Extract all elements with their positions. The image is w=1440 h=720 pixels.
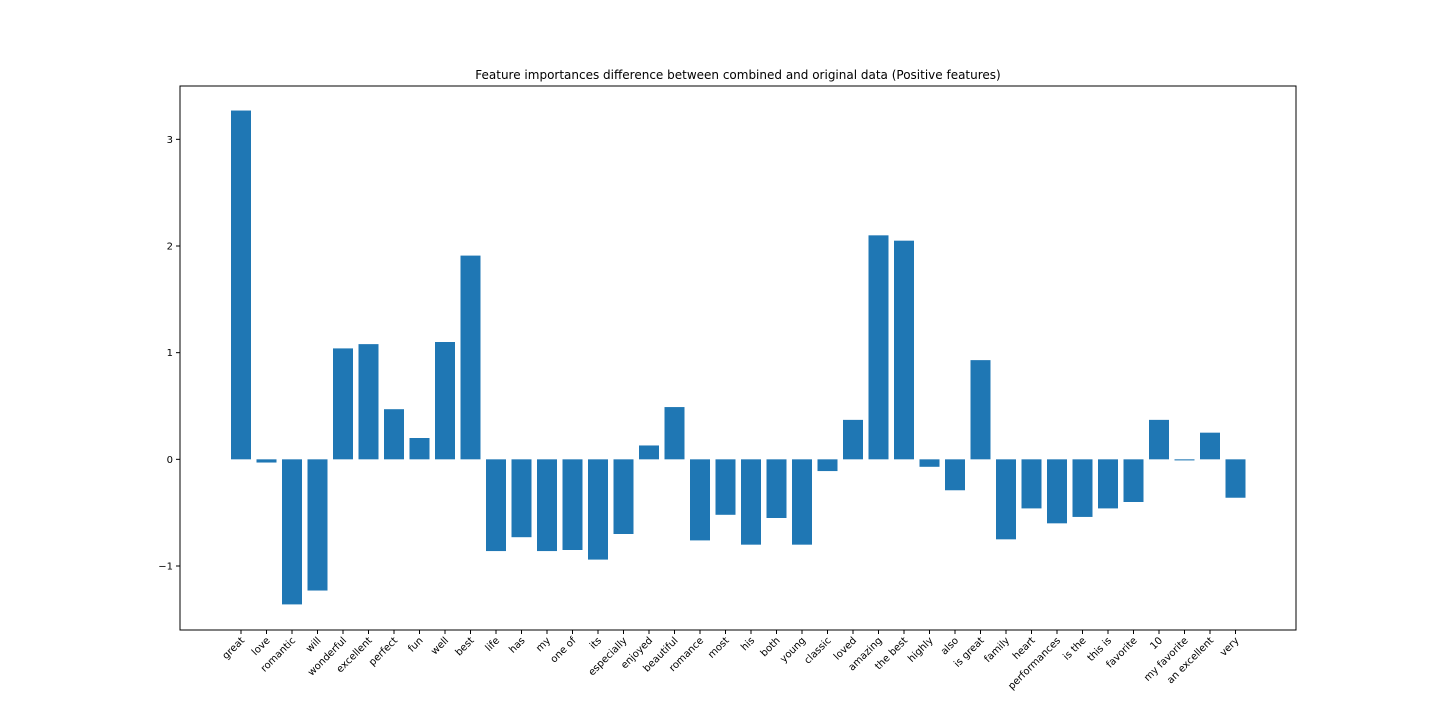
- chart-title: Feature importances difference between c…: [475, 68, 1000, 82]
- bar: [741, 459, 761, 545]
- bar: [460, 255, 481, 460]
- bar: [792, 459, 812, 545]
- bar: [1047, 459, 1067, 524]
- bar: [333, 348, 353, 460]
- bar: [588, 459, 608, 560]
- bar: [1098, 459, 1118, 509]
- bar: [894, 240, 914, 460]
- y-tick-label: −1: [158, 562, 173, 573]
- bar: [1200, 432, 1220, 460]
- axes-frame: [179, 85, 1297, 631]
- bar: [486, 459, 506, 552]
- bar: [1225, 459, 1246, 498]
- bar: [409, 438, 430, 460]
- bar: [384, 409, 404, 460]
- bar: [690, 459, 710, 541]
- bar: [639, 445, 659, 460]
- bar: [562, 459, 583, 550]
- bar: [231, 110, 251, 460]
- bar: [970, 360, 991, 460]
- bar: [307, 459, 328, 591]
- bar: [996, 459, 1016, 540]
- bar: [766, 459, 787, 518]
- y-tick-label: 2: [167, 242, 173, 253]
- bar: [435, 342, 455, 460]
- bar: [511, 459, 532, 538]
- bar: [358, 344, 379, 460]
- y-tick-label: 0: [167, 455, 173, 466]
- bar: [1021, 459, 1042, 509]
- bar: [664, 407, 685, 460]
- y-tick-label: 3: [167, 135, 173, 146]
- bar: [919, 459, 940, 467]
- bar: [945, 459, 965, 491]
- bar: [715, 459, 736, 515]
- bar: [843, 419, 863, 460]
- bar: [613, 459, 634, 534]
- bar: [282, 459, 302, 605]
- bar: [537, 459, 557, 552]
- bar: [868, 235, 889, 460]
- bar: [1149, 419, 1169, 460]
- bar: [256, 459, 277, 463]
- bar: [1072, 459, 1093, 517]
- bar: [817, 459, 838, 472]
- bar: [1123, 459, 1144, 502]
- bar: [1174, 459, 1195, 461]
- y-tick-label: 1: [167, 348, 173, 359]
